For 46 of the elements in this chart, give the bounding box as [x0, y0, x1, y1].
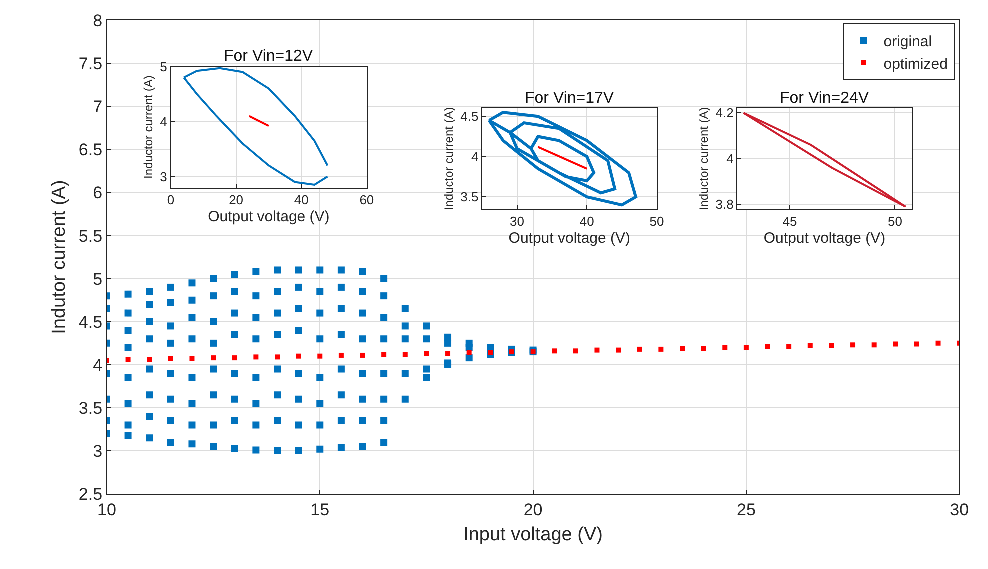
x-tick-label: 50	[650, 214, 664, 229]
x-tick-label: 15	[310, 500, 330, 520]
chart-title: For Vin=12V	[224, 48, 314, 65]
y-tick-label: 5	[93, 270, 103, 289]
x-tick-label: 40	[294, 192, 309, 208]
x-axis-title: Output voltage (V)	[208, 208, 330, 226]
y-tick-label: 6	[93, 184, 103, 203]
x-tick-label: 40	[580, 214, 594, 229]
y-tick-label: 4	[160, 114, 168, 130]
x-axis-title: Output voltage (V)	[508, 230, 631, 247]
y-tick-label: 6.5	[78, 140, 103, 160]
x-tick-label: 45	[782, 214, 798, 229]
y-tick-label: 4.2	[716, 106, 734, 121]
y-tick-label: 3.5	[78, 398, 103, 418]
legend-label: optimized	[884, 56, 948, 73]
y-tick-label: 4	[726, 151, 734, 166]
x-tick-label: 60	[360, 192, 374, 208]
x-axis-title: Output voltage (V)	[764, 230, 886, 247]
y-tick-label: 3	[160, 169, 168, 184]
y-tick-label: 3	[93, 442, 103, 461]
x-tick-label: 30	[510, 214, 525, 229]
x-tick-label: 20	[229, 192, 244, 208]
y-tick-label: 5	[160, 59, 168, 74]
y-tick-label: 3.8	[716, 197, 734, 212]
x-axis-title: Input voltage (V)	[464, 524, 603, 546]
x-tick-label: 30	[950, 500, 970, 520]
y-tick-label: 5.5	[78, 226, 103, 246]
y-axis-title: Inductor current (A)	[442, 107, 456, 211]
y-axis-title: Indutor current (A)	[48, 180, 70, 334]
legend-label: original	[884, 33, 932, 50]
x-tick-label: 20	[524, 500, 543, 520]
y-tick-label: 3.5	[460, 190, 479, 205]
chart-title: For Vin=24V	[780, 90, 870, 107]
chart-title: For Vin=17V	[525, 90, 614, 107]
y-tick-label: 4	[93, 356, 103, 375]
y-tick-label: 4.5	[78, 312, 103, 332]
y-axis-title: Inductor current (A)	[141, 76, 156, 179]
y-axis-title: Inductor current (A)	[697, 107, 712, 211]
y-tick-label: 4	[472, 149, 479, 164]
y-tick-label: 7.5	[78, 54, 103, 74]
y-tick-label: 8	[93, 12, 103, 30]
y-tick-label: 7	[93, 98, 103, 117]
x-tick-label: 0	[167, 192, 175, 208]
y-tick-label: 4.5	[460, 109, 479, 124]
x-tick-label: 25	[736, 500, 756, 520]
x-tick-label: 50	[888, 214, 902, 229]
